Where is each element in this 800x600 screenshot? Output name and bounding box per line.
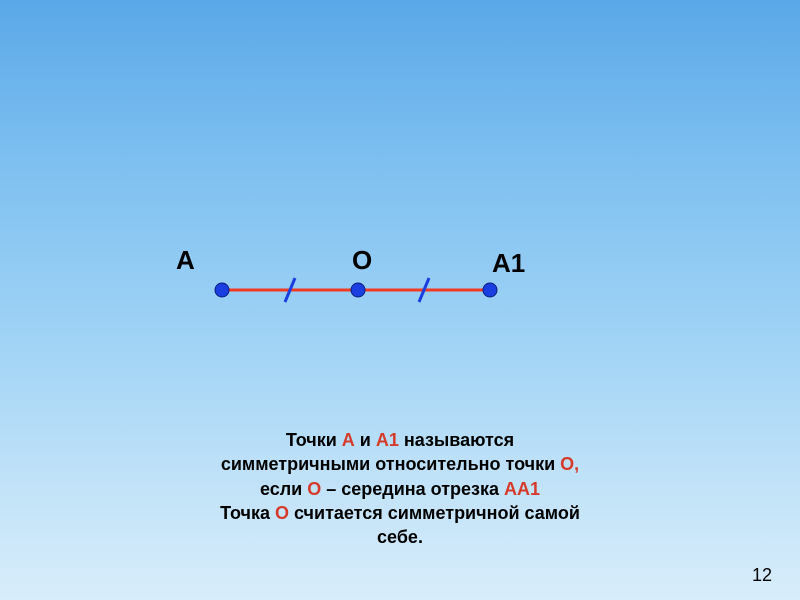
caption-line-1: Точки А и А1 называются — [0, 428, 800, 452]
caption-line-4: Точка О считается симметричной самой — [0, 501, 800, 525]
caption-line-2: симметричными относительно точки О, — [0, 452, 800, 476]
caption-text: Точки — [286, 430, 342, 450]
label-o: О — [352, 245, 372, 276]
caption-accent: АА1 — [504, 479, 540, 499]
page-number: 12 — [752, 565, 772, 586]
label-a1: А1 — [492, 248, 525, 279]
point-a1 — [483, 283, 497, 297]
caption-text: называются — [399, 430, 514, 450]
caption-text: если — [260, 479, 307, 499]
caption-accent: О, — [560, 454, 579, 474]
caption-accent: О — [307, 479, 321, 499]
caption-line-5: себе. — [0, 525, 800, 549]
point-o — [351, 283, 365, 297]
caption-text: считается симметричной самой — [289, 503, 580, 523]
point-a — [215, 283, 229, 297]
caption-text: и — [355, 430, 376, 450]
label-a: А — [176, 245, 195, 276]
caption-text: симметричными относительно точки — [221, 454, 560, 474]
slide: А О А1 Точки А и А1 называются симметрич… — [0, 0, 800, 600]
caption-accent: О — [275, 503, 289, 523]
caption-accent: А — [342, 430, 355, 450]
caption-accent: А1 — [376, 430, 399, 450]
caption-text: Точка — [220, 503, 275, 523]
caption-line-3: если О – середина отрезка АА1 — [0, 477, 800, 501]
caption: Точки А и А1 называются симметричными от… — [0, 428, 800, 549]
caption-text: – середина отрезка — [321, 479, 504, 499]
